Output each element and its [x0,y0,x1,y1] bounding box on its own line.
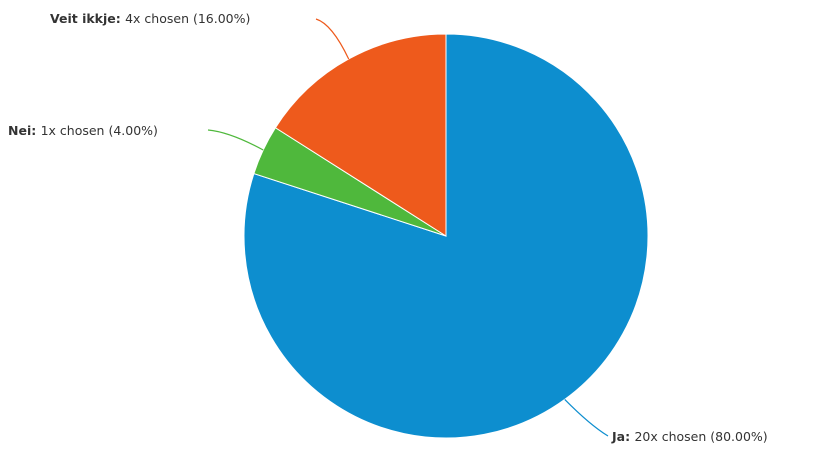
label-connectors [207,18,609,437]
data-label-nei: Nei: 1x chosen (4.00%) [8,123,158,138]
pie-slices [243,33,649,439]
data-label-veit-ikkje-name: Veit ikkje: [50,11,125,26]
slice-veit-ikkje-connector [315,18,350,60]
data-label-ja-detail: 20x chosen (80.00%) [634,429,767,444]
data-label-nei-name: Nei: [8,123,41,138]
data-label-veit-ikkje: Veit ikkje: 4x chosen (16.00%) [50,11,250,26]
slice-ja-connector [564,398,609,437]
slice-nei-connector [207,129,264,151]
data-label-nei-detail: 1x chosen (4.00%) [41,123,158,138]
slice-veit-ikkje [274,33,447,237]
data-label-veit-ikkje-detail: 4x chosen (16.00%) [125,11,250,26]
data-label-ja: Ja: 20x chosen (80.00%) [611,429,768,444]
data-label-ja-name: Ja: [611,429,634,444]
